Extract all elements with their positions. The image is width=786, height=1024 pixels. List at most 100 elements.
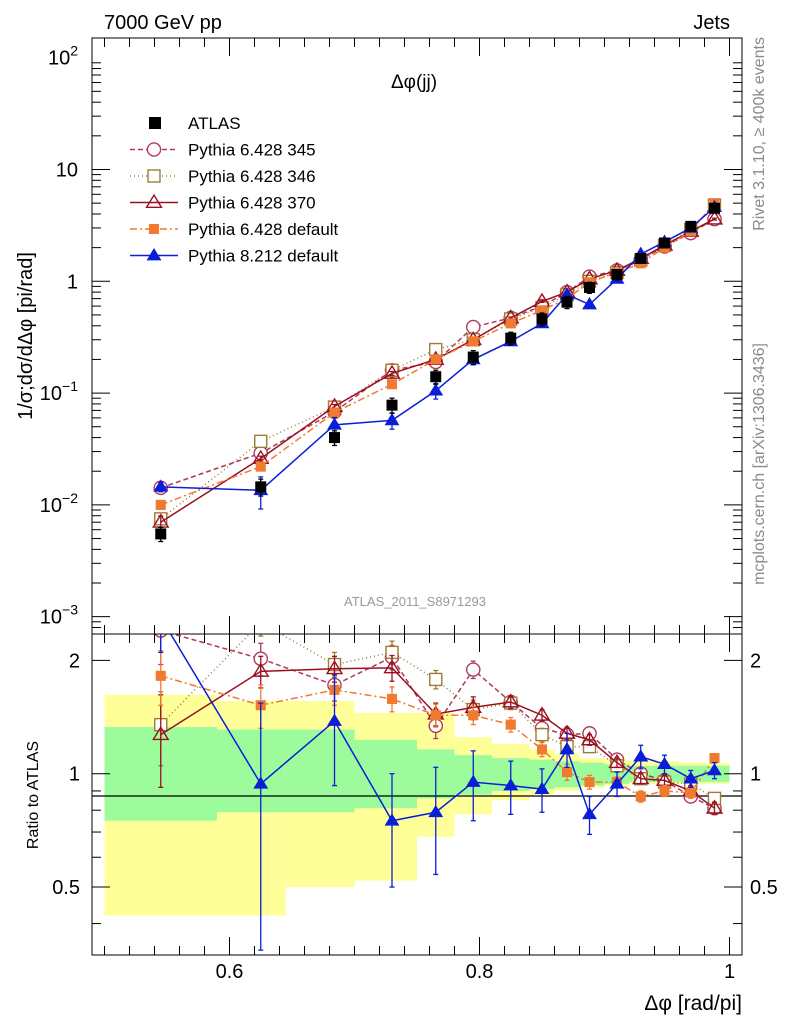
data-point xyxy=(635,252,647,264)
ratio-point xyxy=(609,776,625,789)
ratio-point xyxy=(559,742,575,755)
ratio-line-0 xyxy=(170,634,715,809)
ratio-point xyxy=(429,672,443,687)
main-y-tick-label: 10−2 xyxy=(40,490,78,517)
series-point xyxy=(468,336,479,347)
uncertainty-bands xyxy=(104,694,730,916)
ratio-point xyxy=(325,659,344,675)
ratio-point xyxy=(503,778,519,791)
ratio-y-tick-label: 0.5 xyxy=(52,877,80,899)
ratio-point xyxy=(584,777,595,788)
ratio-point xyxy=(633,749,649,762)
data-point xyxy=(685,220,697,232)
series-point xyxy=(705,210,724,225)
data-point xyxy=(255,481,267,493)
main-y-tick-label: 102 xyxy=(48,43,78,70)
y-tick-exponent: −3 xyxy=(62,602,78,618)
ratio-point xyxy=(253,776,269,789)
ratio-point xyxy=(561,767,573,778)
y-tick-exponent: −2 xyxy=(62,490,78,506)
ratio-point xyxy=(465,774,481,787)
ratio-point xyxy=(152,725,170,741)
y-tick-base: 10 xyxy=(48,48,70,70)
legend-marker xyxy=(147,169,161,183)
ratio-point xyxy=(153,610,168,622)
y-tick-base: 10 xyxy=(40,495,62,517)
band-inner xyxy=(217,729,286,813)
series-point xyxy=(255,461,266,472)
legend-label: Pythia 6.428 370 xyxy=(188,194,316,213)
data-point xyxy=(155,528,167,540)
series-point xyxy=(582,297,597,310)
x-tick-labels: 0.6 0.8 1 xyxy=(216,961,735,983)
ratio-point xyxy=(635,791,646,802)
ratio-point xyxy=(505,719,516,730)
series-point xyxy=(505,318,516,329)
main-y-tick-label: 10−3 xyxy=(40,602,78,629)
main-y-tick-label: 10 xyxy=(56,159,78,181)
ratio-point xyxy=(536,744,548,755)
ratio-y-tick-labels: 0.5 0.5 1 1 2 2 xyxy=(52,650,778,899)
series-point xyxy=(329,407,340,418)
legend-marker xyxy=(146,142,162,157)
main-y-tick-label: 10−1 xyxy=(40,378,78,405)
series-point xyxy=(383,364,401,379)
legend-marker xyxy=(146,248,162,261)
ratio-point xyxy=(428,804,444,818)
data-point xyxy=(659,237,670,249)
ratio-point xyxy=(502,693,520,708)
ratio-point xyxy=(383,659,401,674)
ratio-frame xyxy=(91,633,743,956)
ratio-y-tick-label-right: 1 xyxy=(750,764,761,786)
band-inner xyxy=(354,739,417,809)
series-point xyxy=(155,499,166,510)
legend-label: Pythia 6.428 346 xyxy=(188,167,316,186)
legend-marker xyxy=(145,193,163,209)
ratio-axis-ticks xyxy=(92,659,742,925)
series-point xyxy=(327,417,342,430)
ratio-point xyxy=(659,785,670,796)
ratio-point xyxy=(580,731,599,746)
ratio-y-tick-label: 1 xyxy=(69,764,80,786)
data-point xyxy=(584,281,595,293)
ratio-point xyxy=(705,799,724,814)
data-point xyxy=(709,202,720,214)
ratio-point xyxy=(683,771,699,784)
ratio-point xyxy=(632,769,650,785)
data-point xyxy=(329,432,340,444)
x-tick-label: 1 xyxy=(724,961,735,983)
data-point xyxy=(561,296,573,308)
ratio-axis-title: Ratio to ATLAS xyxy=(25,741,42,849)
series-point xyxy=(536,305,548,316)
data-point xyxy=(430,371,442,383)
legend-label: Pythia 8.212 default xyxy=(188,247,339,266)
main-y-tick-label: 1 xyxy=(67,271,78,293)
data-point xyxy=(536,313,548,325)
series-point xyxy=(386,379,398,390)
ratio-point xyxy=(534,781,550,794)
data-point xyxy=(505,332,517,344)
analysis-id-label: ATLAS_2011_S8971293 xyxy=(344,594,486,609)
x-tick-label: 0.8 xyxy=(466,961,494,983)
ratio-point xyxy=(255,617,267,629)
legend-label: Pythia 6.428 default xyxy=(188,220,339,239)
ratio-y-tick-label-right: 0.5 xyxy=(750,877,778,899)
ratio-y-tick-label: 2 xyxy=(69,650,80,672)
y-tick-base: 10 xyxy=(40,607,62,629)
ratio-point xyxy=(685,787,696,798)
ratio-point xyxy=(533,706,551,721)
ratio-panel: 0.5 0.5 1 1 2 2 0.6 0.8 1 Ratio to ATLAS Δφ [ra… xyxy=(25,610,778,1015)
data-point xyxy=(386,399,398,411)
series-point xyxy=(559,287,575,300)
band-inner xyxy=(285,729,355,813)
legend-marker-atlas xyxy=(149,117,161,129)
main-axis-ticks xyxy=(92,38,742,955)
ratio-point xyxy=(252,662,270,677)
data-point xyxy=(611,268,623,280)
series-point xyxy=(254,434,268,449)
series-point xyxy=(428,383,444,396)
series-point xyxy=(153,479,169,492)
